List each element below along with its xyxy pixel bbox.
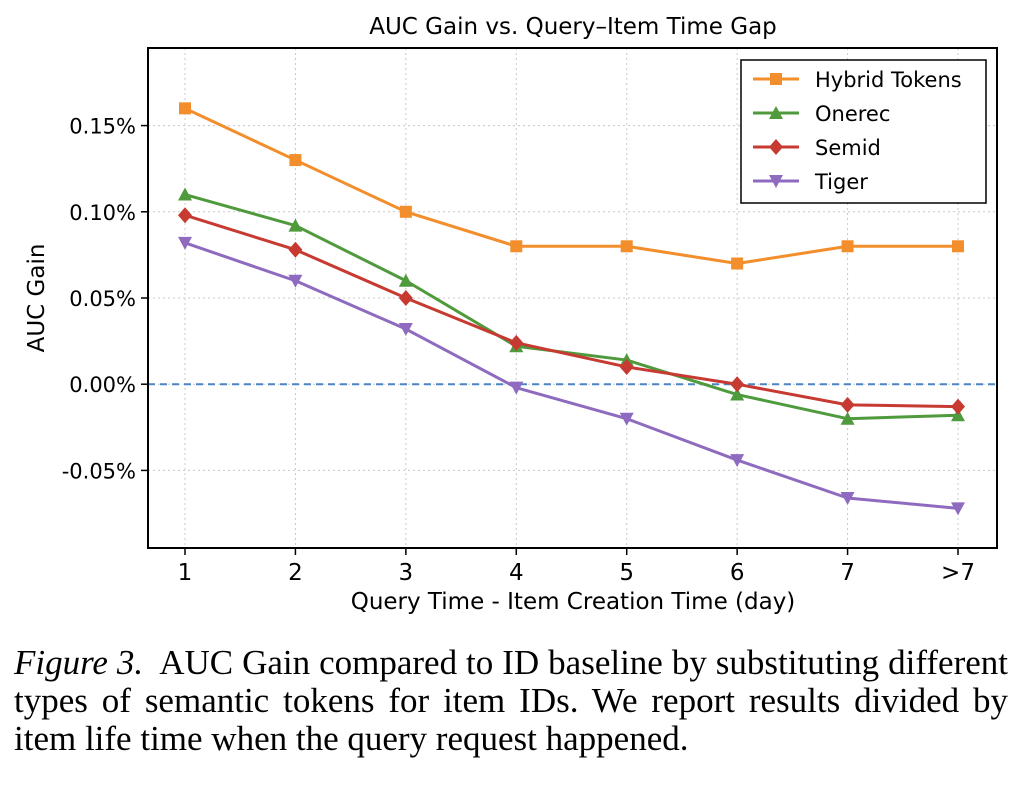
y-tick-label: -0.05%	[62, 459, 136, 483]
data-point	[951, 398, 965, 415]
legend-marker	[769, 139, 783, 155]
y-tick-label: 0.10%	[69, 201, 136, 225]
series-line	[184, 241, 959, 510]
series-semid	[178, 207, 965, 415]
data-point	[398, 273, 413, 287]
series-line	[184, 193, 959, 421]
x-tick-label: 2	[288, 560, 303, 586]
series-line	[184, 213, 959, 409]
data-point	[841, 240, 854, 253]
data-point	[178, 187, 192, 201]
data-point	[399, 205, 412, 218]
data-point	[952, 240, 964, 253]
data-point	[178, 236, 192, 250]
data-point	[398, 323, 413, 337]
line-chart: 1 2 3 4 5 6 7 >7 -0.05% 0.00% 0.05% 0.10% 0.15% AUC…	[24, 14, 998, 615]
legend-marker	[769, 175, 783, 188]
data-point	[951, 408, 965, 422]
y-tick-label: 0.15%	[69, 115, 136, 139]
data-point	[288, 218, 303, 232]
x-tick-label: 1	[178, 560, 193, 586]
x-tick-label: 5	[619, 560, 634, 586]
data-point	[398, 290, 413, 306]
data-point	[840, 492, 855, 505]
data-point	[509, 381, 524, 395]
y-tick-label: 0.00%	[69, 373, 136, 397]
x-tick-label: 6	[730, 560, 745, 586]
data-point	[620, 240, 633, 253]
legend-label: Onerec	[815, 102, 890, 126]
data-point	[178, 207, 192, 224]
data-point	[510, 240, 523, 253]
data-point	[509, 334, 524, 351]
series-layer	[178, 102, 965, 516]
series-tiger	[178, 236, 965, 516]
data-point	[289, 154, 302, 167]
data-point	[288, 241, 303, 258]
legend-label: Semid	[815, 136, 881, 160]
chart-title: AUC Gain vs. Query–Item Time Gap	[369, 14, 777, 40]
series-line	[184, 106, 958, 266]
series-onerec	[178, 187, 965, 425]
data-point	[951, 502, 965, 516]
data-point	[840, 411, 855, 425]
data-point	[288, 274, 303, 288]
x-tick-label: >7	[941, 560, 975, 586]
caption-text: AUC Gain compared to ID baseline by subs…	[14, 643, 1008, 758]
legend: Hybrid Tokens Onerec Semid Tiger	[740, 59, 987, 204]
x-tick-label: 7	[840, 560, 855, 586]
data-point	[730, 387, 745, 401]
data-point	[840, 396, 855, 413]
data-point	[179, 102, 191, 115]
x-tick-label: 4	[509, 560, 524, 586]
x-axis-ticks: 1 2 3 4 5 6 7 >7	[178, 548, 975, 586]
legend-label: Hybrid Tokens	[815, 68, 962, 92]
data-point	[730, 376, 745, 393]
data-point	[731, 257, 744, 270]
y-axis-ticks: -0.05% 0.00% 0.05% 0.10% 0.15%	[62, 115, 148, 483]
legend-marker	[770, 73, 782, 85]
legend-label: Tiger	[814, 170, 868, 194]
legend-marker	[769, 106, 783, 119]
data-point	[730, 454, 745, 468]
data-point	[619, 412, 634, 426]
x-tick-label: 3	[399, 560, 414, 586]
y-axis-label: AUC Gain	[24, 244, 50, 353]
data-point	[619, 358, 634, 375]
x-axis-label: Query Time - Item Creation Time (day)	[351, 589, 796, 615]
grid-lines	[148, 48, 997, 548]
figure-caption: Figure 3. AUC Gain compared to ID baseli…	[14, 644, 1008, 758]
series-hybrid-tokens	[179, 102, 964, 270]
figure-label: Figure 3.	[14, 643, 144, 682]
y-tick-label: 0.05%	[69, 287, 136, 311]
